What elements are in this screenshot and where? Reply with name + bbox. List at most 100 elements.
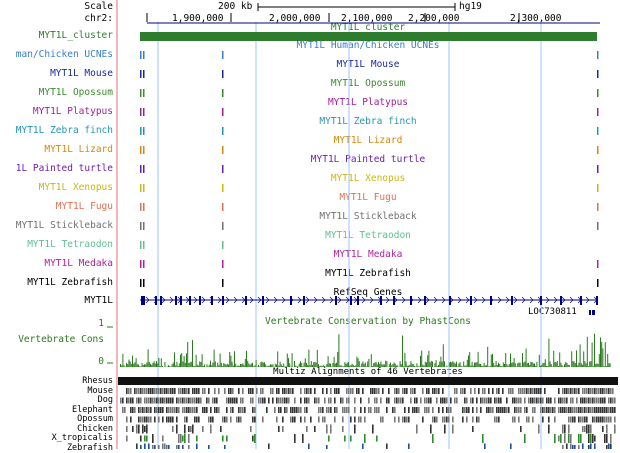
multiz-block bbox=[542, 407, 544, 413]
cons-bar bbox=[600, 337, 601, 367]
multiz-block bbox=[406, 388, 408, 394]
cons-bar bbox=[598, 364, 599, 367]
multiz-block bbox=[324, 417, 326, 423]
cons-bar bbox=[268, 366, 269, 367]
multiz-block bbox=[232, 398, 234, 404]
cons-bar bbox=[373, 363, 374, 367]
cons-bar bbox=[358, 358, 359, 367]
multiz-block bbox=[144, 436, 146, 442]
multiz-alignment bbox=[118, 377, 618, 449]
multiz-block bbox=[140, 436, 142, 442]
multiz-block bbox=[170, 398, 172, 404]
multiz-block bbox=[276, 388, 278, 394]
cons-bar bbox=[150, 364, 151, 367]
cons-bar bbox=[198, 366, 199, 367]
multiz-block bbox=[534, 407, 536, 413]
multiz-block bbox=[462, 417, 464, 423]
cons-bar bbox=[185, 363, 186, 367]
multiz-block bbox=[204, 388, 206, 394]
multiz-block bbox=[162, 398, 164, 404]
cons-bar bbox=[355, 365, 356, 367]
multiz-block bbox=[442, 407, 444, 413]
cons-bar bbox=[546, 366, 547, 367]
multiz-block bbox=[344, 436, 346, 442]
multiz-block bbox=[608, 417, 610, 423]
cons-bar bbox=[487, 347, 488, 367]
cons-bar bbox=[278, 366, 279, 367]
cons-bar bbox=[239, 366, 240, 367]
gene-exon bbox=[303, 296, 305, 305]
species-feature-tick bbox=[597, 279, 599, 287]
multiz-block bbox=[476, 407, 478, 413]
multiz-block bbox=[464, 388, 466, 394]
multiz-block bbox=[584, 388, 586, 394]
multiz-block bbox=[334, 407, 336, 413]
species-feature-tick bbox=[140, 165, 142, 173]
cons-bar bbox=[289, 363, 290, 367]
cons-bar bbox=[461, 366, 462, 367]
multiz-block bbox=[286, 388, 288, 394]
cons-bar bbox=[241, 364, 242, 367]
cons-bar bbox=[176, 362, 177, 367]
cons-bar bbox=[412, 364, 413, 367]
species-feature-tick bbox=[143, 222, 145, 230]
multiz-block bbox=[118, 377, 618, 385]
multiz-block bbox=[126, 426, 128, 432]
multiz-block bbox=[610, 434, 612, 443]
multiz-block bbox=[604, 407, 606, 413]
cons-bar bbox=[260, 362, 261, 367]
multiz-block bbox=[430, 425, 432, 434]
multiz-block bbox=[596, 388, 598, 394]
gene-exon bbox=[589, 310, 591, 315]
multiz-block bbox=[252, 388, 254, 394]
cons-bar bbox=[158, 358, 159, 367]
multiz-block bbox=[600, 398, 602, 404]
multiz-block bbox=[144, 417, 146, 423]
multiz-block bbox=[130, 407, 132, 413]
cons-bar bbox=[589, 362, 590, 367]
cons-bar bbox=[295, 366, 296, 367]
multiz-block bbox=[614, 425, 616, 434]
cons-bar bbox=[143, 365, 144, 367]
multiz-block bbox=[494, 417, 496, 423]
gene-exon bbox=[262, 296, 264, 305]
multiz-block bbox=[444, 425, 446, 434]
multiz-block bbox=[612, 398, 614, 404]
species-feature-tick bbox=[140, 89, 142, 97]
gene-exon bbox=[143, 296, 145, 305]
gene-exon bbox=[596, 296, 598, 305]
multiz-block bbox=[336, 407, 338, 413]
multiz-block bbox=[492, 407, 494, 413]
multiz-block bbox=[300, 407, 302, 413]
multiz-block bbox=[244, 407, 246, 413]
multiz-block bbox=[594, 407, 596, 413]
multiz-block bbox=[574, 407, 576, 413]
multiz-block bbox=[514, 407, 516, 413]
cons-bar bbox=[478, 352, 479, 367]
multiz-block bbox=[444, 398, 446, 404]
multiz-block bbox=[386, 444, 388, 450]
cons-bar bbox=[575, 363, 576, 367]
cons-bar bbox=[386, 361, 387, 367]
cons-bar bbox=[266, 366, 267, 367]
multiz-block bbox=[578, 445, 580, 449]
cons-bar bbox=[572, 361, 573, 367]
multiz-block bbox=[290, 407, 292, 413]
multiz-block bbox=[576, 398, 578, 404]
cons-bar bbox=[438, 365, 439, 367]
multiz-block bbox=[542, 398, 544, 404]
gene-exon bbox=[189, 296, 191, 305]
cons-bar bbox=[500, 366, 501, 367]
multiz-block bbox=[606, 425, 608, 434]
multiz-block bbox=[496, 407, 498, 413]
multiz-block bbox=[524, 434, 526, 443]
multiz-block bbox=[154, 417, 156, 423]
multiz-block bbox=[298, 407, 300, 413]
multiz-block bbox=[212, 417, 214, 423]
cons-bar bbox=[470, 366, 471, 367]
cons-bar bbox=[214, 350, 215, 367]
cons-bar bbox=[294, 361, 295, 367]
multiz-block bbox=[350, 436, 352, 442]
cons-bar bbox=[416, 363, 417, 367]
